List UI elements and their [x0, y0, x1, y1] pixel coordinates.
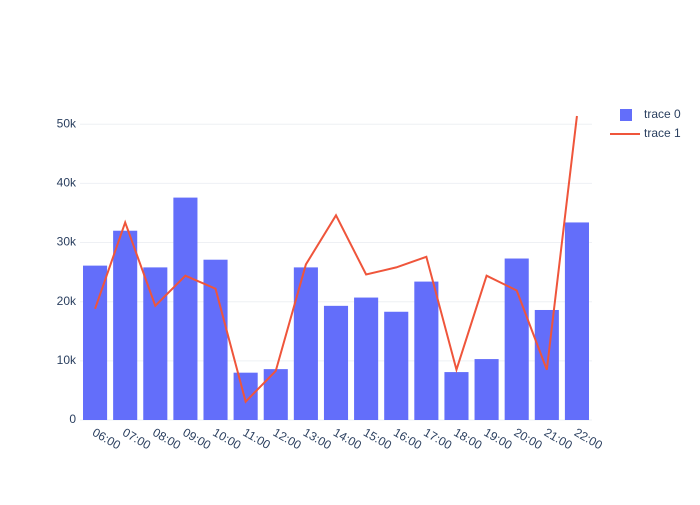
x-tick-label: 13:00	[301, 425, 334, 452]
y-tick-label: 20k	[57, 294, 77, 308]
bar	[203, 259, 228, 420]
bar	[293, 267, 318, 420]
x-tick-label: 21:00	[542, 425, 575, 452]
x-tick-label: 11:00	[241, 425, 274, 452]
bar	[143, 267, 168, 420]
bar	[113, 230, 138, 420]
x-tick-label: 14:00	[331, 425, 364, 452]
x-tick-label: 08:00	[150, 425, 183, 452]
bar	[504, 258, 529, 420]
x-tick-label: 12:00	[271, 425, 304, 452]
bar	[384, 311, 409, 420]
bar	[444, 372, 469, 420]
bar	[233, 372, 258, 420]
x-tick-label: 09:00	[180, 425, 213, 452]
bar	[474, 359, 499, 420]
legend-label: trace 1	[644, 126, 681, 140]
legend-label: trace 0	[644, 107, 681, 121]
y-tick-label: 10k	[57, 353, 77, 367]
y-tick-label: 30k	[57, 235, 77, 249]
y-tick-label: 50k	[57, 116, 77, 130]
x-tick-label: 18:00	[451, 425, 484, 452]
bar	[83, 265, 108, 420]
bar	[173, 197, 198, 420]
x-tick-label: 20:00	[512, 425, 545, 452]
x-tick-label: 22:00	[572, 425, 605, 452]
bar	[564, 222, 589, 420]
bar	[414, 281, 439, 420]
x-tick-label: 06:00	[90, 425, 123, 452]
x-tick-label: 16:00	[391, 425, 424, 452]
x-tick-label: 10:00	[210, 425, 243, 452]
x-tick-label: 17:00	[421, 425, 454, 452]
bar	[263, 369, 288, 420]
legend-swatch	[620, 109, 632, 121]
bar	[323, 305, 349, 420]
bar	[354, 297, 379, 420]
x-tick-label: 07:00	[120, 425, 153, 452]
y-tick-label: 0	[69, 412, 76, 426]
x-tick-label: 15:00	[361, 425, 394, 452]
x-tick-label: 19:00	[482, 425, 515, 452]
line	[94, 115, 578, 404]
y-tick-label: 40k	[57, 176, 77, 190]
